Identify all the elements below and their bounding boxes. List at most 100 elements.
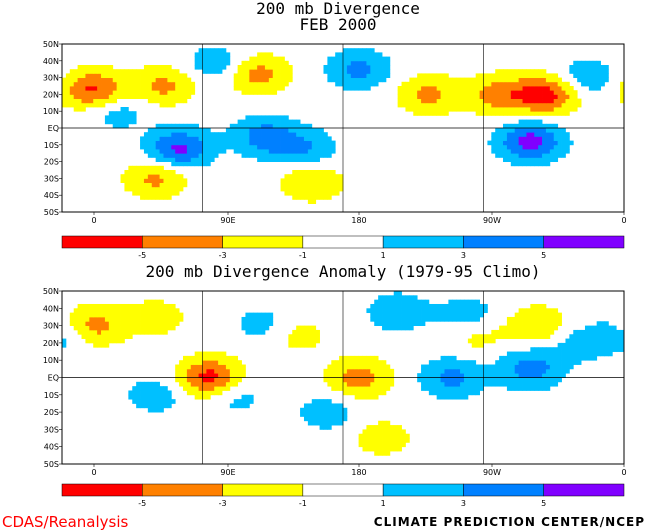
field-cell (159, 178, 164, 183)
field-cell (588, 325, 594, 331)
field-cell (163, 73, 168, 78)
field-cell (284, 132, 289, 137)
field-cell (315, 420, 320, 426)
field-cell (104, 312, 110, 318)
field-cell (292, 140, 297, 146)
field-cell (436, 373, 441, 378)
field-cell (229, 373, 235, 378)
field-cell (132, 81, 137, 87)
field-cell (77, 303, 82, 309)
field-cell (534, 69, 539, 74)
field-cell (81, 73, 86, 78)
field-cell (155, 325, 160, 331)
field-cell (268, 312, 274, 318)
field-cell (319, 170, 324, 175)
field-cell (257, 56, 262, 62)
field-cell (155, 299, 160, 305)
field-cell (284, 119, 289, 125)
field-cell (198, 65, 203, 70)
field-cell (315, 186, 320, 192)
field-cell (584, 342, 590, 348)
field-cell (409, 299, 414, 305)
field-cell (530, 377, 535, 383)
field-cell (370, 308, 375, 314)
field-cell (514, 360, 520, 365)
field-cell (155, 132, 160, 137)
field-cell (264, 86, 270, 91)
field-cell (542, 136, 547, 141)
field-cell (323, 420, 328, 426)
field-cell (370, 442, 375, 448)
field-cell (440, 386, 445, 391)
field-cell (604, 342, 609, 348)
field-cell (518, 316, 523, 322)
field-cell (89, 321, 94, 326)
field-cell (518, 161, 523, 167)
field-cell (483, 98, 488, 104)
field-cell (518, 73, 523, 78)
field-cell (557, 111, 562, 116)
colorbar-label: 3 (461, 251, 466, 260)
field-cell (413, 321, 418, 326)
field-cell (542, 161, 547, 167)
field-cell (510, 325, 516, 331)
field-cell (272, 149, 278, 154)
field-cell (584, 65, 590, 70)
field-cell (378, 52, 383, 57)
field-cell (620, 90, 625, 95)
field-cell (202, 140, 207, 146)
field-cell (487, 368, 492, 374)
field-cell (182, 144, 188, 150)
field-cell (112, 111, 118, 116)
field-cell (89, 329, 94, 335)
field-cell (163, 403, 168, 409)
field-cell (155, 73, 160, 78)
field-cell (362, 69, 367, 74)
field-cell (436, 381, 441, 387)
field-cell (588, 86, 594, 91)
lat-tick-label: 50S (44, 460, 59, 469)
field-cell (241, 325, 246, 331)
field-cell (479, 111, 484, 116)
field-cell (616, 334, 621, 339)
field-cell (506, 149, 512, 154)
field-cell (77, 321, 82, 326)
field-cell (526, 140, 531, 146)
field-cell (577, 334, 582, 339)
field-cell (182, 140, 188, 146)
field-cell (261, 132, 266, 137)
field-cell (401, 325, 406, 331)
field-cell (440, 86, 445, 91)
field-cell (499, 132, 504, 137)
field-cell (510, 329, 516, 335)
field-cell (233, 399, 239, 404)
field-cell (159, 316, 164, 322)
field-cell (510, 123, 516, 129)
field-cell (190, 123, 196, 129)
field-cell (104, 308, 110, 314)
field-cell (124, 186, 129, 192)
field-cell (499, 373, 504, 378)
field-cell (503, 81, 508, 87)
field-cell (284, 69, 289, 74)
field-cell (253, 128, 258, 133)
field-cell (538, 321, 543, 326)
field-cell (249, 329, 254, 335)
field-cell (538, 132, 543, 137)
field-cell (159, 407, 164, 413)
field-cell (553, 325, 559, 331)
field-cell (620, 338, 625, 344)
field-cell (284, 178, 289, 183)
field-cell (132, 182, 137, 188)
field-cell (179, 123, 184, 129)
field-cell (167, 325, 172, 331)
field-cell (436, 77, 441, 83)
field-cell (261, 86, 266, 91)
field-cell (147, 69, 153, 74)
field-cell (284, 123, 289, 129)
field-cell (143, 308, 149, 314)
field-cell (182, 128, 188, 133)
field-cell (471, 98, 477, 104)
field-cell (374, 52, 379, 57)
field-cell (421, 94, 426, 99)
